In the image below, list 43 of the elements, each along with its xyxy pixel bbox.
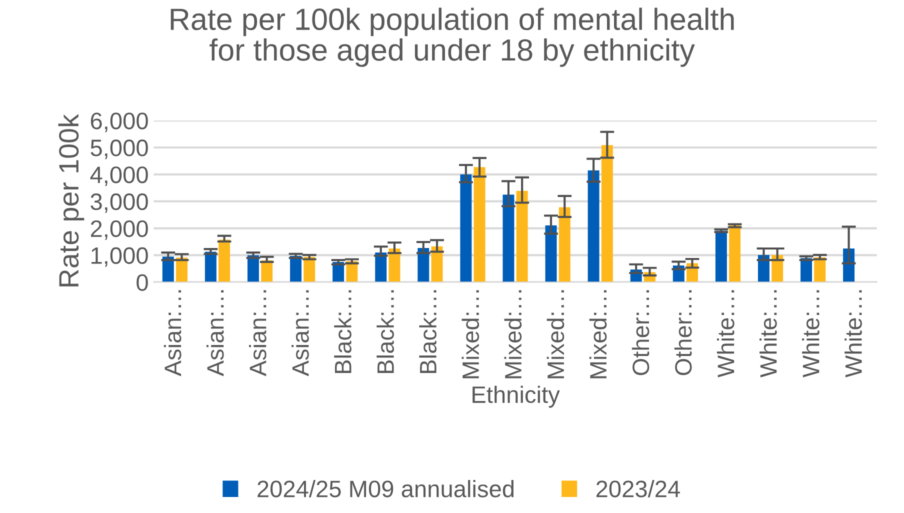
y-tick-label: 1,000 [92, 247, 148, 267]
bar [516, 190, 528, 282]
x-tick-label: Mixed:… [504, 290, 522, 378]
x-tick-label: Asian:… [292, 290, 309, 376]
x-tick-label: Asian:… [249, 290, 266, 376]
bar [601, 145, 613, 282]
bar [218, 240, 230, 282]
bar [588, 170, 600, 282]
x-tick-label: White:… [802, 290, 820, 378]
legend-label: 2023/24 [596, 480, 680, 498]
y-tick-label: 2,000 [90, 220, 148, 240]
y-tick-label: 4,000 [90, 166, 148, 186]
x-tick-label: Mixed:… [589, 290, 607, 378]
chart-title: Rate per 100k population of mental health for those aged under 18 by ethnicity [170, 8, 734, 67]
x-tick-label: Black:… [419, 290, 437, 373]
x-tick-label: Asian:… [164, 290, 182, 376]
bar [558, 207, 570, 282]
legend-label: 2024/25 M09 annualised [258, 480, 514, 498]
x-tick-label: Other:… [632, 290, 650, 376]
bar [388, 248, 400, 282]
bar [204, 252, 216, 282]
x-tick-label: Other:… [674, 290, 692, 376]
bar [460, 174, 472, 282]
bar [418, 248, 430, 282]
y-tick-label: 3,000 [90, 193, 148, 213]
x-tick-label: Black:… [334, 290, 352, 373]
y-axis-title: Rate per 100k [58, 114, 84, 286]
x-tick-label: Asian:… [206, 290, 224, 376]
x-tick-label: White:… [844, 290, 862, 378]
x-tick-label: Mixed:… [462, 290, 480, 378]
bar [545, 225, 557, 282]
bar [474, 167, 486, 282]
y-tick-label: 5,000 [90, 140, 148, 160]
bar [715, 230, 727, 282]
x-tick-label: Black:… [376, 290, 394, 373]
y-tick-label: 0 [136, 274, 148, 291]
y-tick-label: 6,000 [90, 112, 148, 132]
x-tick-label: Mixed:… [546, 290, 564, 378]
x-tick-label: White:… [716, 290, 734, 378]
bar [729, 225, 741, 282]
bar [502, 194, 514, 282]
x-axis-title: Ethnicity [472, 386, 560, 408]
x-tick-label: White:… [760, 290, 777, 378]
